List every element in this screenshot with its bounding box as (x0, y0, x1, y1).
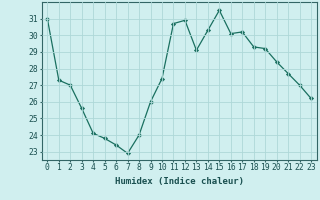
X-axis label: Humidex (Indice chaleur): Humidex (Indice chaleur) (115, 177, 244, 186)
